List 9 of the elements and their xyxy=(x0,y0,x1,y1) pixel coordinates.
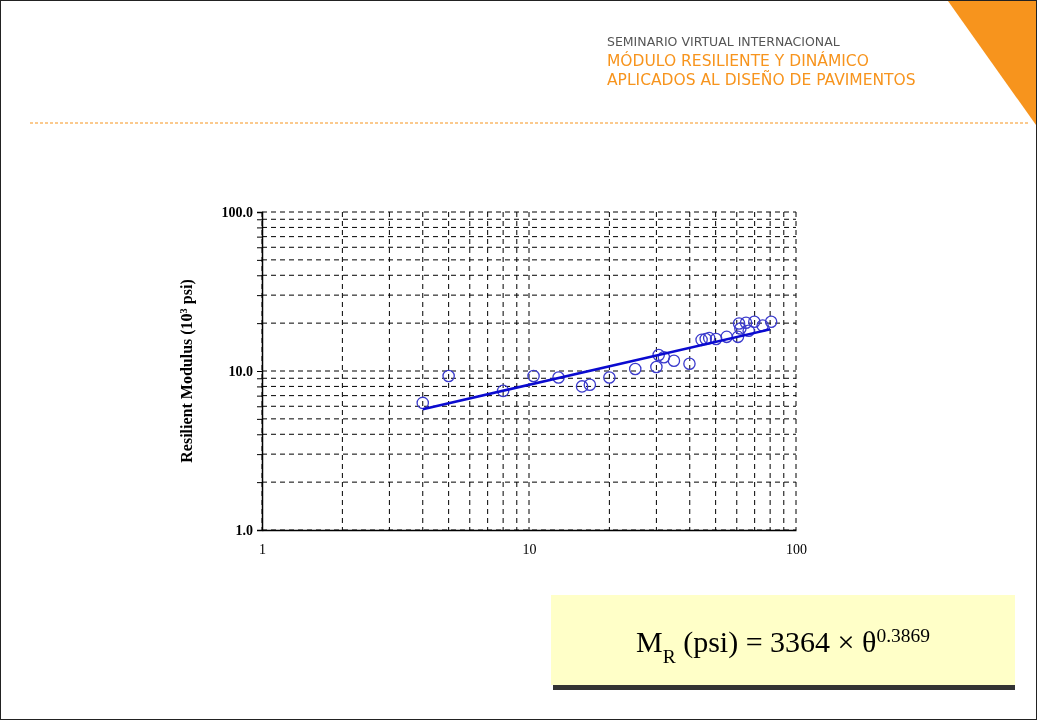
text: M$_{R}$ (psi) = 3364 × θ$^{0.3869}$ xyxy=(635,624,931,667)
y-tick-label: 100.0 xyxy=(221,204,253,220)
x-tick-label: 1 xyxy=(259,541,266,557)
y-tick-label: 1.0 xyxy=(235,522,253,538)
chart-subtitle: MÓDULO RESILIENTE Y DINÁMICO APLICADOS AL DISEÑO DE PAVIMENTOS xyxy=(607,51,916,89)
y-tick-label: 10.0 xyxy=(228,363,253,379)
chart-title: SEMINARIO VIRTUAL INTERNACIONAL xyxy=(607,34,840,49)
x-tick-label: 10 xyxy=(522,541,537,557)
x-tick-label: 100 xyxy=(786,541,807,557)
